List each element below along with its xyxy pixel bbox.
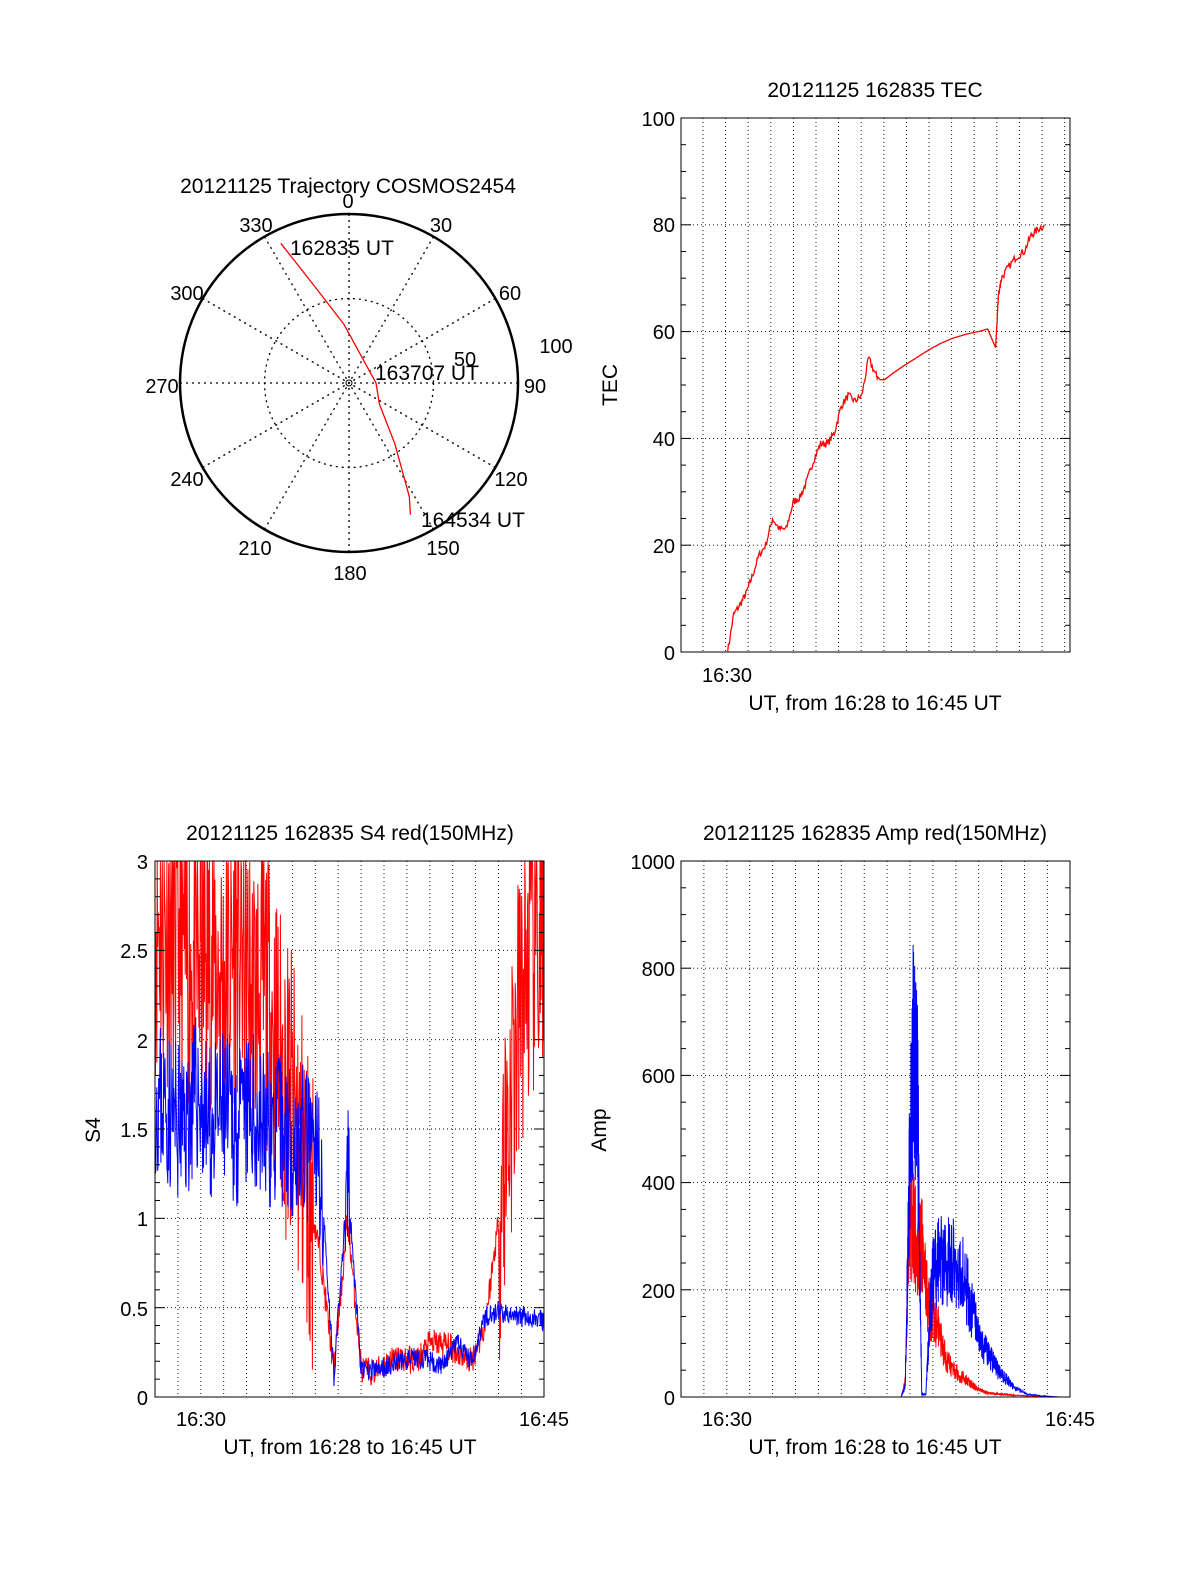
amp-ytick-200: 200: [642, 1281, 675, 1303]
s4-blue-series: [154, 1017, 545, 1387]
s4-ticks: [155, 860, 544, 1398]
polar-az-label-330: 330: [239, 215, 272, 237]
s4-xlabel: UT, from 16:28 to 16:45 UT: [223, 1436, 476, 1459]
s4-blue-line: [154, 1017, 545, 1387]
polar-center-mark: [345, 379, 353, 387]
tec-ytick-40: 40: [653, 429, 675, 451]
polar-azimuth-labels: 0 30 60 90 120 150 180 210 240 270 300 3…: [145, 191, 572, 585]
amp-grid: [681, 861, 1070, 1397]
polar-grid: [178, 212, 520, 554]
tec-ytick-20: 20: [653, 536, 675, 558]
tec-xtick-1630: 16:30: [702, 665, 752, 687]
polar-title: 20121125 Trajectory COSMOS2454: [180, 175, 516, 198]
s4-ytick-1: 1: [137, 1209, 148, 1231]
polar-az-label-270: 270: [145, 376, 178, 398]
amp-ylabel: Amp: [588, 1108, 611, 1151]
tec-series-line: [727, 224, 1045, 653]
s4-ytick-0.5: 0.5: [120, 1299, 148, 1321]
polar-az-label-210: 210: [238, 538, 271, 560]
polar-az-label-300: 300: [170, 283, 203, 305]
amp-blue-line: [703, 944, 1059, 1398]
polar-panel: 20121125 Trajectory COSMOS2454 0 30 60 9…: [145, 175, 572, 585]
amp-panel: 20121125 162835 Amp red(150MHz) 0 200 40…: [588, 822, 1095, 1459]
tec-ytick-0: 0: [664, 643, 675, 665]
s4-ytick-2: 2: [137, 1031, 148, 1053]
tec-plot-frame: [680, 117, 1071, 653]
polar-az-label-120: 120: [494, 469, 527, 491]
polar-az-label-90: 90: [524, 376, 546, 398]
s4-xtick-1645: 16:45: [519, 1409, 569, 1431]
s4-ylabel: S4: [82, 1117, 105, 1143]
s4-xtick-1630: 16:30: [176, 1409, 226, 1431]
polar-spoke-150: [263, 236, 435, 530]
amp-red-line: [703, 1160, 1059, 1398]
tec-ytick-80: 80: [653, 215, 675, 237]
s4-ytick-0: 0: [137, 1388, 148, 1410]
s4-ytick-3: 3: [137, 852, 148, 874]
amp-ytick-800: 800: [642, 959, 675, 981]
polar-az-label-60: 60: [499, 283, 521, 305]
polar-az-label-150: 150: [426, 538, 459, 560]
amp-xlabel: UT, from 16:28 to 16:45 UT: [748, 1436, 1001, 1459]
polar-az-label-0: 0: [342, 191, 353, 213]
polar-az-label-30: 30: [430, 215, 452, 237]
amp-xtick-1630: 16:30: [702, 1409, 752, 1431]
tec-ticks: [681, 117, 1070, 653]
amp-ytick-0: 0: [664, 1388, 675, 1410]
amp-title: 20121125 162835 Amp red(150MHz): [703, 822, 1047, 845]
polar-point-label-end: 164534 UT: [421, 509, 525, 532]
tec-ytick-60: 60: [653, 322, 675, 344]
s4-ytick-1.5: 1.5: [120, 1120, 148, 1142]
polar-point-label-mid: 163707 UT: [375, 362, 479, 385]
tec-grid: [681, 118, 1070, 652]
amp-ytick-400: 400: [642, 1173, 675, 1195]
tec-title: 20121125 162835 TEC: [767, 79, 982, 102]
amp-ytick-1000: 1000: [631, 852, 676, 874]
polar-az-label-240: 240: [170, 469, 203, 491]
s4-title: 20121125 162835 S4 red(150MHz): [186, 822, 514, 845]
amp-plot-frame: [680, 860, 1071, 1398]
polar-ring-label-50: 50: [454, 349, 476, 371]
polar-ring-label-100: 100: [539, 336, 572, 358]
polar-trajectory-line: [280, 242, 412, 515]
tec-xlabel: UT, from 16:28 to 16:45 UT: [748, 692, 1001, 715]
tec-ytick-100: 100: [642, 109, 675, 131]
amp-ticks: [681, 860, 1070, 1398]
s4-panel: 20121125 162835 S4 red(150MHz) 0 0.5 1 1…: [82, 822, 569, 1459]
amp-ytick-600: 600: [642, 1066, 675, 1088]
s4-ytick-2.5: 2.5: [120, 941, 148, 963]
amp-blue-series: [703, 944, 1059, 1398]
tec-panel: 20121125 162835 TEC 0 20 40 60 80 100 16…: [599, 79, 1071, 715]
tec-ylabel: TEC: [599, 364, 622, 406]
amp-red-series: [703, 1160, 1059, 1398]
polar-az-label-180: 180: [333, 563, 366, 585]
amp-xtick-1645: 16:45: [1045, 1409, 1095, 1431]
polar-point-label-start: 162835 UT: [290, 237, 394, 260]
